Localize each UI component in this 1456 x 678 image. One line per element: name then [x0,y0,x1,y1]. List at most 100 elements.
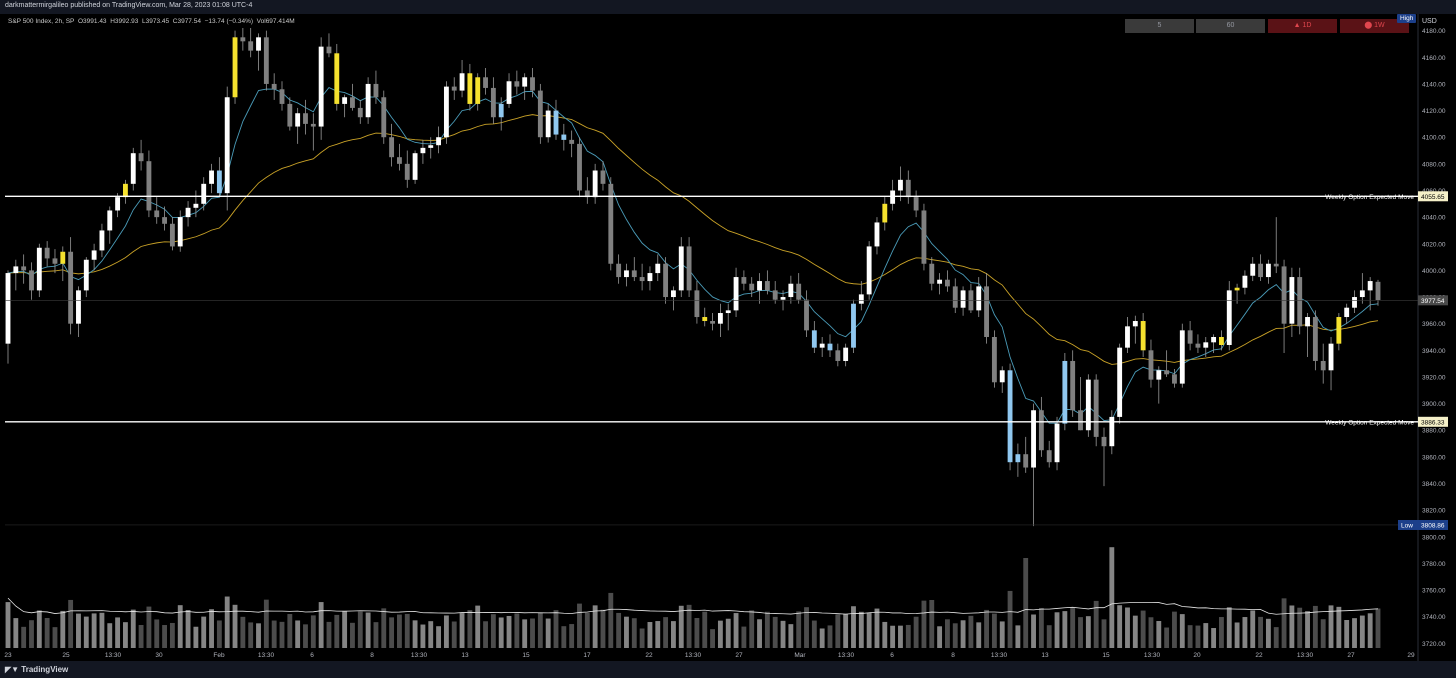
volume-bar [99,612,105,648]
candle [694,290,700,318]
candle [287,103,293,127]
y-tick-label: 3900.00 [1422,401,1446,408]
y-tick-label: 3780.00 [1422,561,1446,568]
footer-bar: ◤▼ TradingView [0,661,1456,678]
volume-bar [1352,618,1357,648]
volume-bar [741,626,747,648]
candle [177,217,183,247]
volume-bar [577,603,582,648]
candle [373,83,379,98]
candle [913,197,919,211]
candle [1344,307,1350,318]
volume-bar [1375,608,1381,648]
volume-bar [263,599,269,648]
x-tick-label: 22 [1255,652,1263,659]
volume-bar [1219,617,1224,648]
volume-bar [882,621,888,648]
candle [169,223,175,247]
volume-bar [1038,607,1044,648]
volume-bar [1132,615,1138,648]
timeframe-5-button[interactable]: 5 [1125,19,1194,33]
candle [1156,370,1162,380]
x-tick-label: 13:30 [105,652,122,659]
timeframe-1d-button[interactable]: ▲ 1D [1268,19,1337,33]
candle [1031,410,1036,468]
volume-bar [154,619,160,648]
volume-bar [428,621,434,648]
volume-bar [68,599,74,648]
candle [224,97,230,194]
volume-bar [600,609,606,648]
volume-bar [999,621,1005,648]
candle [686,246,692,291]
timeframe-1w-button[interactable]: ⬤ 1W [1340,19,1409,33]
expected-move-label: Weekly Option Expected Move [1325,419,1414,426]
volume-bar [710,629,715,648]
volume-bar [107,623,113,648]
volume-bar [412,620,418,648]
candle [780,297,786,300]
y-tick-label: 3920.00 [1422,374,1446,381]
candle [162,217,167,224]
candle [209,170,214,184]
timeframe-60-button[interactable]: 60 [1196,19,1265,33]
volume-bar [984,609,989,648]
candle [68,251,74,324]
x-tick-label: 23 [4,652,12,659]
volume-bar [498,617,504,648]
candle [303,113,308,124]
level-price-text: 4055.65 [1421,194,1445,201]
symbol-legend: S&P 500 Index, 2h, SP O3991.43 H3992.93 … [8,18,295,25]
volume-bar [91,613,97,648]
volume-bar [1250,610,1256,648]
candle [757,281,762,291]
candle [350,97,355,108]
volume-bar [537,612,543,648]
x-tick-label: 13:30 [1144,652,1161,659]
candle [185,207,191,218]
volume-bar [365,612,371,648]
candle [1305,317,1310,327]
x-tick-label: 22 [645,652,653,659]
volume-bar [671,621,676,648]
volume-bar [36,610,42,648]
candle [819,343,825,348]
candle [52,258,58,264]
candle [717,313,723,324]
y-tick-label: 3940.00 [1422,348,1446,355]
candle [569,139,575,144]
candle [21,266,27,271]
volume-bar [1336,606,1342,648]
x-tick-label: 13:30 [685,652,702,659]
candle [1211,337,1217,343]
candle [1297,277,1303,327]
volume-bar [303,624,308,648]
candle [1015,454,1021,463]
volume-bar [819,628,825,648]
volume-bar [592,605,598,648]
candle [498,103,504,118]
volume-bar [1007,590,1013,648]
volume-bar [1187,625,1193,648]
volume-bar [350,622,355,648]
candle [404,163,410,180]
candle [929,263,935,284]
volume-bar [1023,558,1029,648]
publish-line: darkmattermirgalileo published on Tradin… [5,2,253,9]
volume-bar [373,622,379,648]
candle [874,222,880,247]
legend-volume: Vol697.414M [256,18,295,25]
volume-bar [772,616,778,648]
y-tick-label: 4080.00 [1422,161,1446,168]
volume-bar [851,606,856,648]
candle [29,270,34,291]
candle [1320,360,1326,371]
candle [1367,281,1373,291]
volume-bar [271,620,277,648]
price-chart[interactable]: 4180.00 4160.00 4140.00 4120.00 4100.00 4080.… [0,14,1456,661]
last-price-tag [1418,295,1448,306]
volume-bar [725,618,731,648]
candle [921,210,927,264]
candle [146,161,152,211]
volume-bar [162,625,167,648]
